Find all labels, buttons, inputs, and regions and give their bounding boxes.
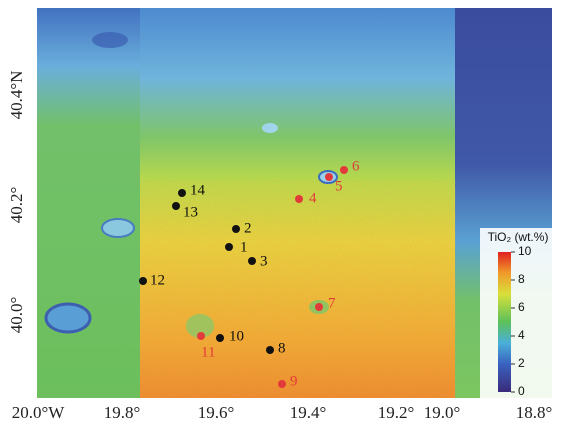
sample-label: 8 [278, 340, 286, 356]
sample-label: 12 [150, 272, 165, 288]
sample-point [232, 225, 240, 233]
sample-point [197, 332, 205, 340]
sample-label: 13 [183, 204, 198, 220]
sample-label: 11 [201, 344, 215, 360]
x-axis-label: 19.2° [378, 403, 415, 422]
sample-label: 1 [240, 239, 248, 255]
sample-label: 2 [244, 220, 252, 236]
colorbar-tick-label: 4 [518, 328, 525, 342]
sample-point [315, 303, 323, 311]
colorbar-title: TiO₂ (wt.%) [488, 230, 549, 244]
sample-label: 6 [352, 158, 360, 174]
x-axis-label: 19.6° [198, 403, 235, 422]
sample-label: 9 [290, 373, 298, 389]
colorbar: TiO₂ (wt.%) 0 2 4 6 8 10 [480, 228, 554, 398]
colorbar-tick-label: 6 [518, 300, 525, 314]
x-axis-label: 18.8° [516, 403, 553, 422]
sample-point [340, 166, 348, 174]
sample-point [178, 189, 186, 197]
sample-label: 14 [190, 182, 206, 198]
y-axis-label: 40.0° [7, 297, 26, 334]
x-axis-label: 19.4° [290, 403, 327, 422]
map-figure: TiO₂ (wt.%) 0 2 4 6 8 10 20.0°W 19.8° 19.6° 19.4… [0, 0, 564, 427]
x-axis-label: 20.0°W [12, 403, 66, 422]
x-axis-label: 19.8° [104, 403, 141, 422]
sample-label: 4 [309, 190, 317, 206]
colorbar-tick-label: 0 [518, 384, 525, 398]
colorbar-tick-label: 10 [518, 244, 532, 258]
sample-label: 3 [260, 253, 268, 269]
x-axis-label: 19.0° [424, 403, 461, 422]
sample-point [216, 334, 224, 342]
colorbar-tick-label: 2 [518, 356, 525, 370]
sample-point [325, 173, 333, 181]
sample-point [225, 243, 233, 251]
sample-point [248, 257, 256, 265]
y-axis-label: 40.4°N [7, 71, 26, 120]
y-axis-label: 40.2° [7, 187, 26, 224]
sample-point [295, 195, 303, 203]
map-image [37, 8, 552, 398]
sample-label: 5 [335, 178, 343, 194]
sample-point [172, 202, 180, 210]
colorbar-scale [498, 252, 511, 392]
sample-point [139, 277, 147, 285]
sample-label: 10 [229, 328, 244, 344]
sample-label: 7 [328, 295, 336, 311]
sample-point [278, 380, 286, 388]
colorbar-tick-label: 8 [518, 272, 525, 286]
sample-point [266, 346, 274, 354]
